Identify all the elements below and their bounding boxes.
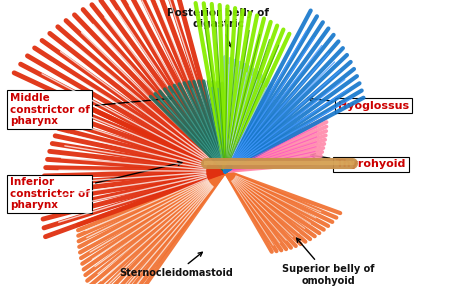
Text: Hyoglossus: Hyoglossus [308, 97, 409, 111]
Text: Inferior
constrictor of
pharynx: Inferior constrictor of pharynx [10, 162, 182, 210]
Text: Thyrohyoid: Thyrohyoid [311, 154, 406, 169]
Text: Superior belly of
omohyoid: Superior belly of omohyoid [282, 238, 374, 286]
Text: Sternocleidomastoid: Sternocleidomastoid [119, 252, 233, 278]
Text: Middle
constrictor of
pharynx: Middle constrictor of pharynx [10, 93, 172, 126]
Text: Posterior belly of
digastric: Posterior belly of digastric [167, 8, 269, 47]
